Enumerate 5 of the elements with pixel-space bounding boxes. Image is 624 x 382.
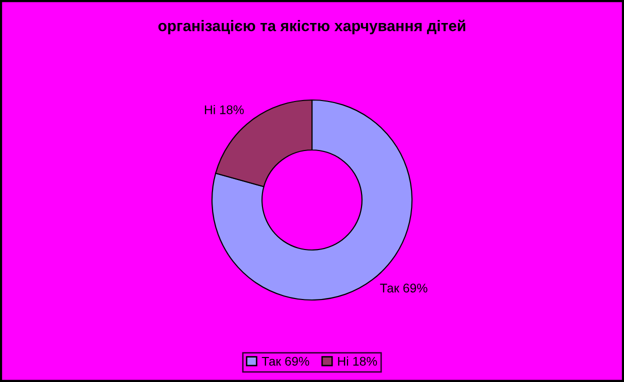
slice-label: Ні 18%: [204, 105, 244, 114]
chart-title: організацією та якістю харчування дітей: [158, 20, 466, 34]
legend-label: Ні 18%: [338, 356, 377, 366]
legend-label: Так 69%: [262, 356, 310, 366]
slice-label: Так 69%: [380, 284, 428, 293]
